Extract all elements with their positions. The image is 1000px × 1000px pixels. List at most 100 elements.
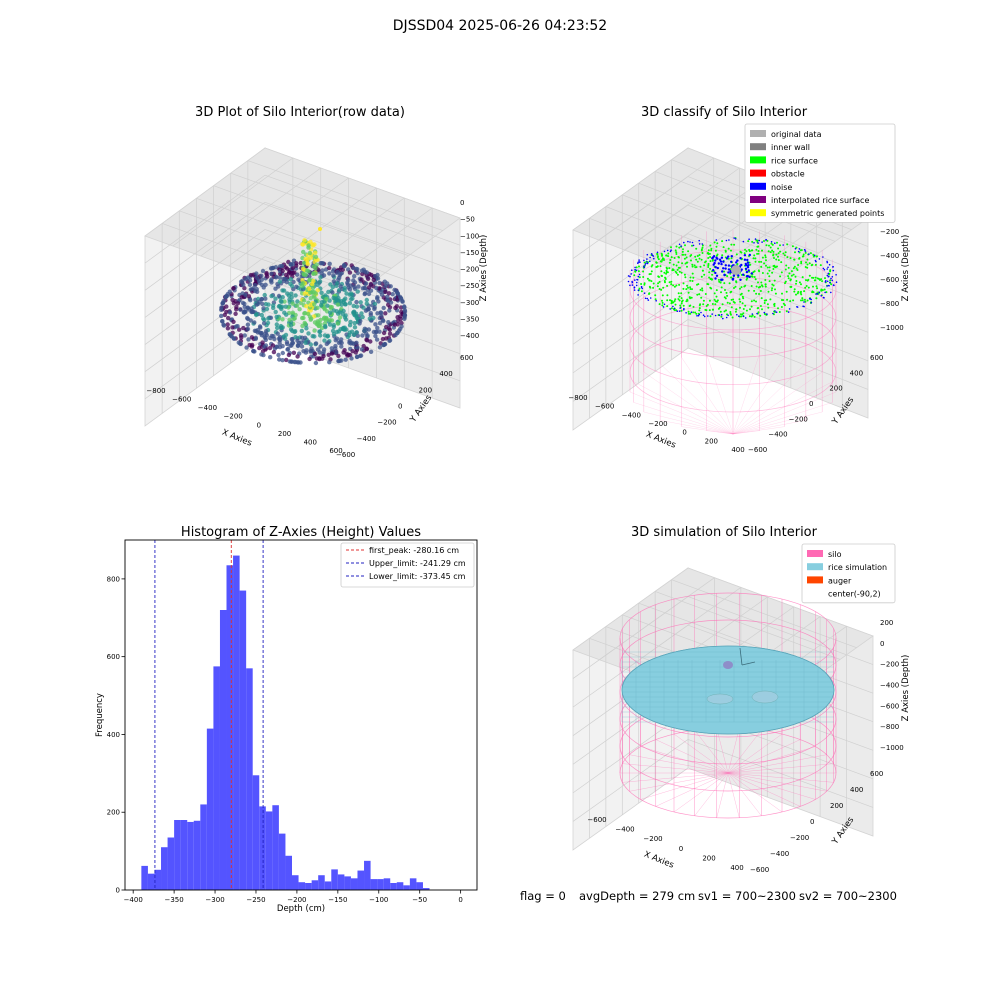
noise-point [765, 238, 767, 241]
noise-point [634, 266, 636, 269]
rice-surface-point [709, 260, 712, 263]
rice-surface-point [760, 260, 763, 263]
raw-point [313, 271, 318, 276]
rice-surface-point [793, 290, 796, 293]
legend-swatch [807, 550, 823, 557]
y-tick-label: 400 [439, 370, 452, 378]
rice-surface-point [745, 250, 748, 253]
raw-point [302, 311, 307, 316]
raw-point [303, 256, 308, 262]
raw-point [301, 272, 306, 277]
raw-point [275, 331, 280, 336]
noise-point [723, 273, 726, 276]
noise-point [646, 297, 649, 300]
raw-point [344, 291, 349, 296]
raw-point [230, 297, 235, 303]
raw-point [402, 315, 407, 320]
raw-point [308, 342, 313, 347]
rice-surface-point [685, 300, 688, 303]
rice-surface-point [685, 261, 688, 264]
silo-spoke [732, 430, 760, 435]
y-tick-label: −600 [750, 866, 769, 874]
rice-surface-point [731, 316, 734, 319]
raw-point [312, 351, 318, 357]
raw-point [301, 315, 306, 321]
rice-surface-point [695, 312, 698, 315]
raw-point [347, 270, 353, 275]
rice-surface-point [733, 287, 735, 289]
raw-point [259, 312, 264, 318]
rice-surface-point [685, 288, 688, 291]
rice-surface-point [761, 272, 764, 274]
raw-point [304, 326, 309, 331]
noise-point [727, 314, 729, 317]
rice-surface-point [800, 260, 803, 263]
histogram-bar [252, 775, 260, 890]
rice-surface-point [816, 255, 818, 258]
rice-surface-point [701, 269, 704, 272]
y-tick-label: 0 [809, 400, 813, 408]
rice-surface-point [741, 295, 744, 298]
rice-surface-point [768, 280, 771, 283]
noise-point [733, 237, 735, 239]
rice-surface-point [801, 255, 804, 258]
rice-surface-point [784, 280, 787, 283]
raw-point [341, 308, 346, 314]
rice-surface-point [786, 256, 789, 259]
silo-spoke [655, 739, 729, 774]
noise-point [832, 266, 834, 268]
rice-surface-point [694, 311, 697, 314]
raw-point [272, 336, 277, 342]
noise-point [775, 311, 778, 314]
histogram-bar [174, 820, 181, 890]
rice-surface-point [739, 250, 742, 253]
raw-point [262, 292, 267, 298]
rice-surface-point [765, 299, 768, 302]
silo-spoke [732, 426, 785, 435]
raw-point [245, 322, 251, 327]
rice-surface-point [670, 246, 672, 249]
z-tick-label: −400 [880, 252, 899, 260]
grid-line [572, 233, 689, 316]
rice-surface-point [791, 245, 794, 248]
rice-surface-point [779, 275, 782, 278]
histogram-bar [278, 833, 286, 890]
rice-surface-point [684, 276, 687, 279]
y-tick-label: 600 [870, 770, 883, 778]
noise-point [643, 265, 645, 268]
raw-point [247, 282, 253, 287]
noise-point [649, 297, 652, 299]
noise-point [662, 306, 665, 308]
rice-surface-point [746, 277, 749, 280]
rice-surface-point [691, 265, 694, 268]
rice-surface-point [696, 283, 698, 286]
raw-point [278, 264, 283, 269]
rice-surface-point [786, 243, 789, 246]
raw-point [355, 289, 360, 294]
y-tick-label: −200 [790, 834, 809, 842]
raw-point [274, 322, 279, 327]
rice-surface-point [760, 265, 763, 268]
rice-surface-point [698, 257, 701, 260]
noise-point [766, 313, 768, 315]
raw-point [365, 276, 371, 281]
noise-point [746, 266, 750, 269]
x-tick-label: −350 [164, 896, 183, 904]
noise-point [810, 301, 813, 304]
rice-surface-point [672, 284, 675, 287]
raw-point [345, 282, 350, 287]
rice-surface-point [825, 291, 828, 294]
grid-line [213, 185, 409, 257]
rice-surface-point [761, 249, 763, 252]
raw-point [304, 268, 309, 273]
rice-surface-point [777, 259, 780, 262]
grid-line [572, 290, 689, 374]
rice-surface-point [757, 250, 760, 252]
rice-surface-point [672, 301, 675, 304]
rice-surface-point [736, 263, 739, 265]
rice-surface-point [733, 243, 736, 246]
rice-surface-point [715, 245, 718, 248]
noise-point [720, 313, 723, 316]
rice-surface-point [707, 264, 710, 267]
silo-spoke [673, 733, 729, 774]
